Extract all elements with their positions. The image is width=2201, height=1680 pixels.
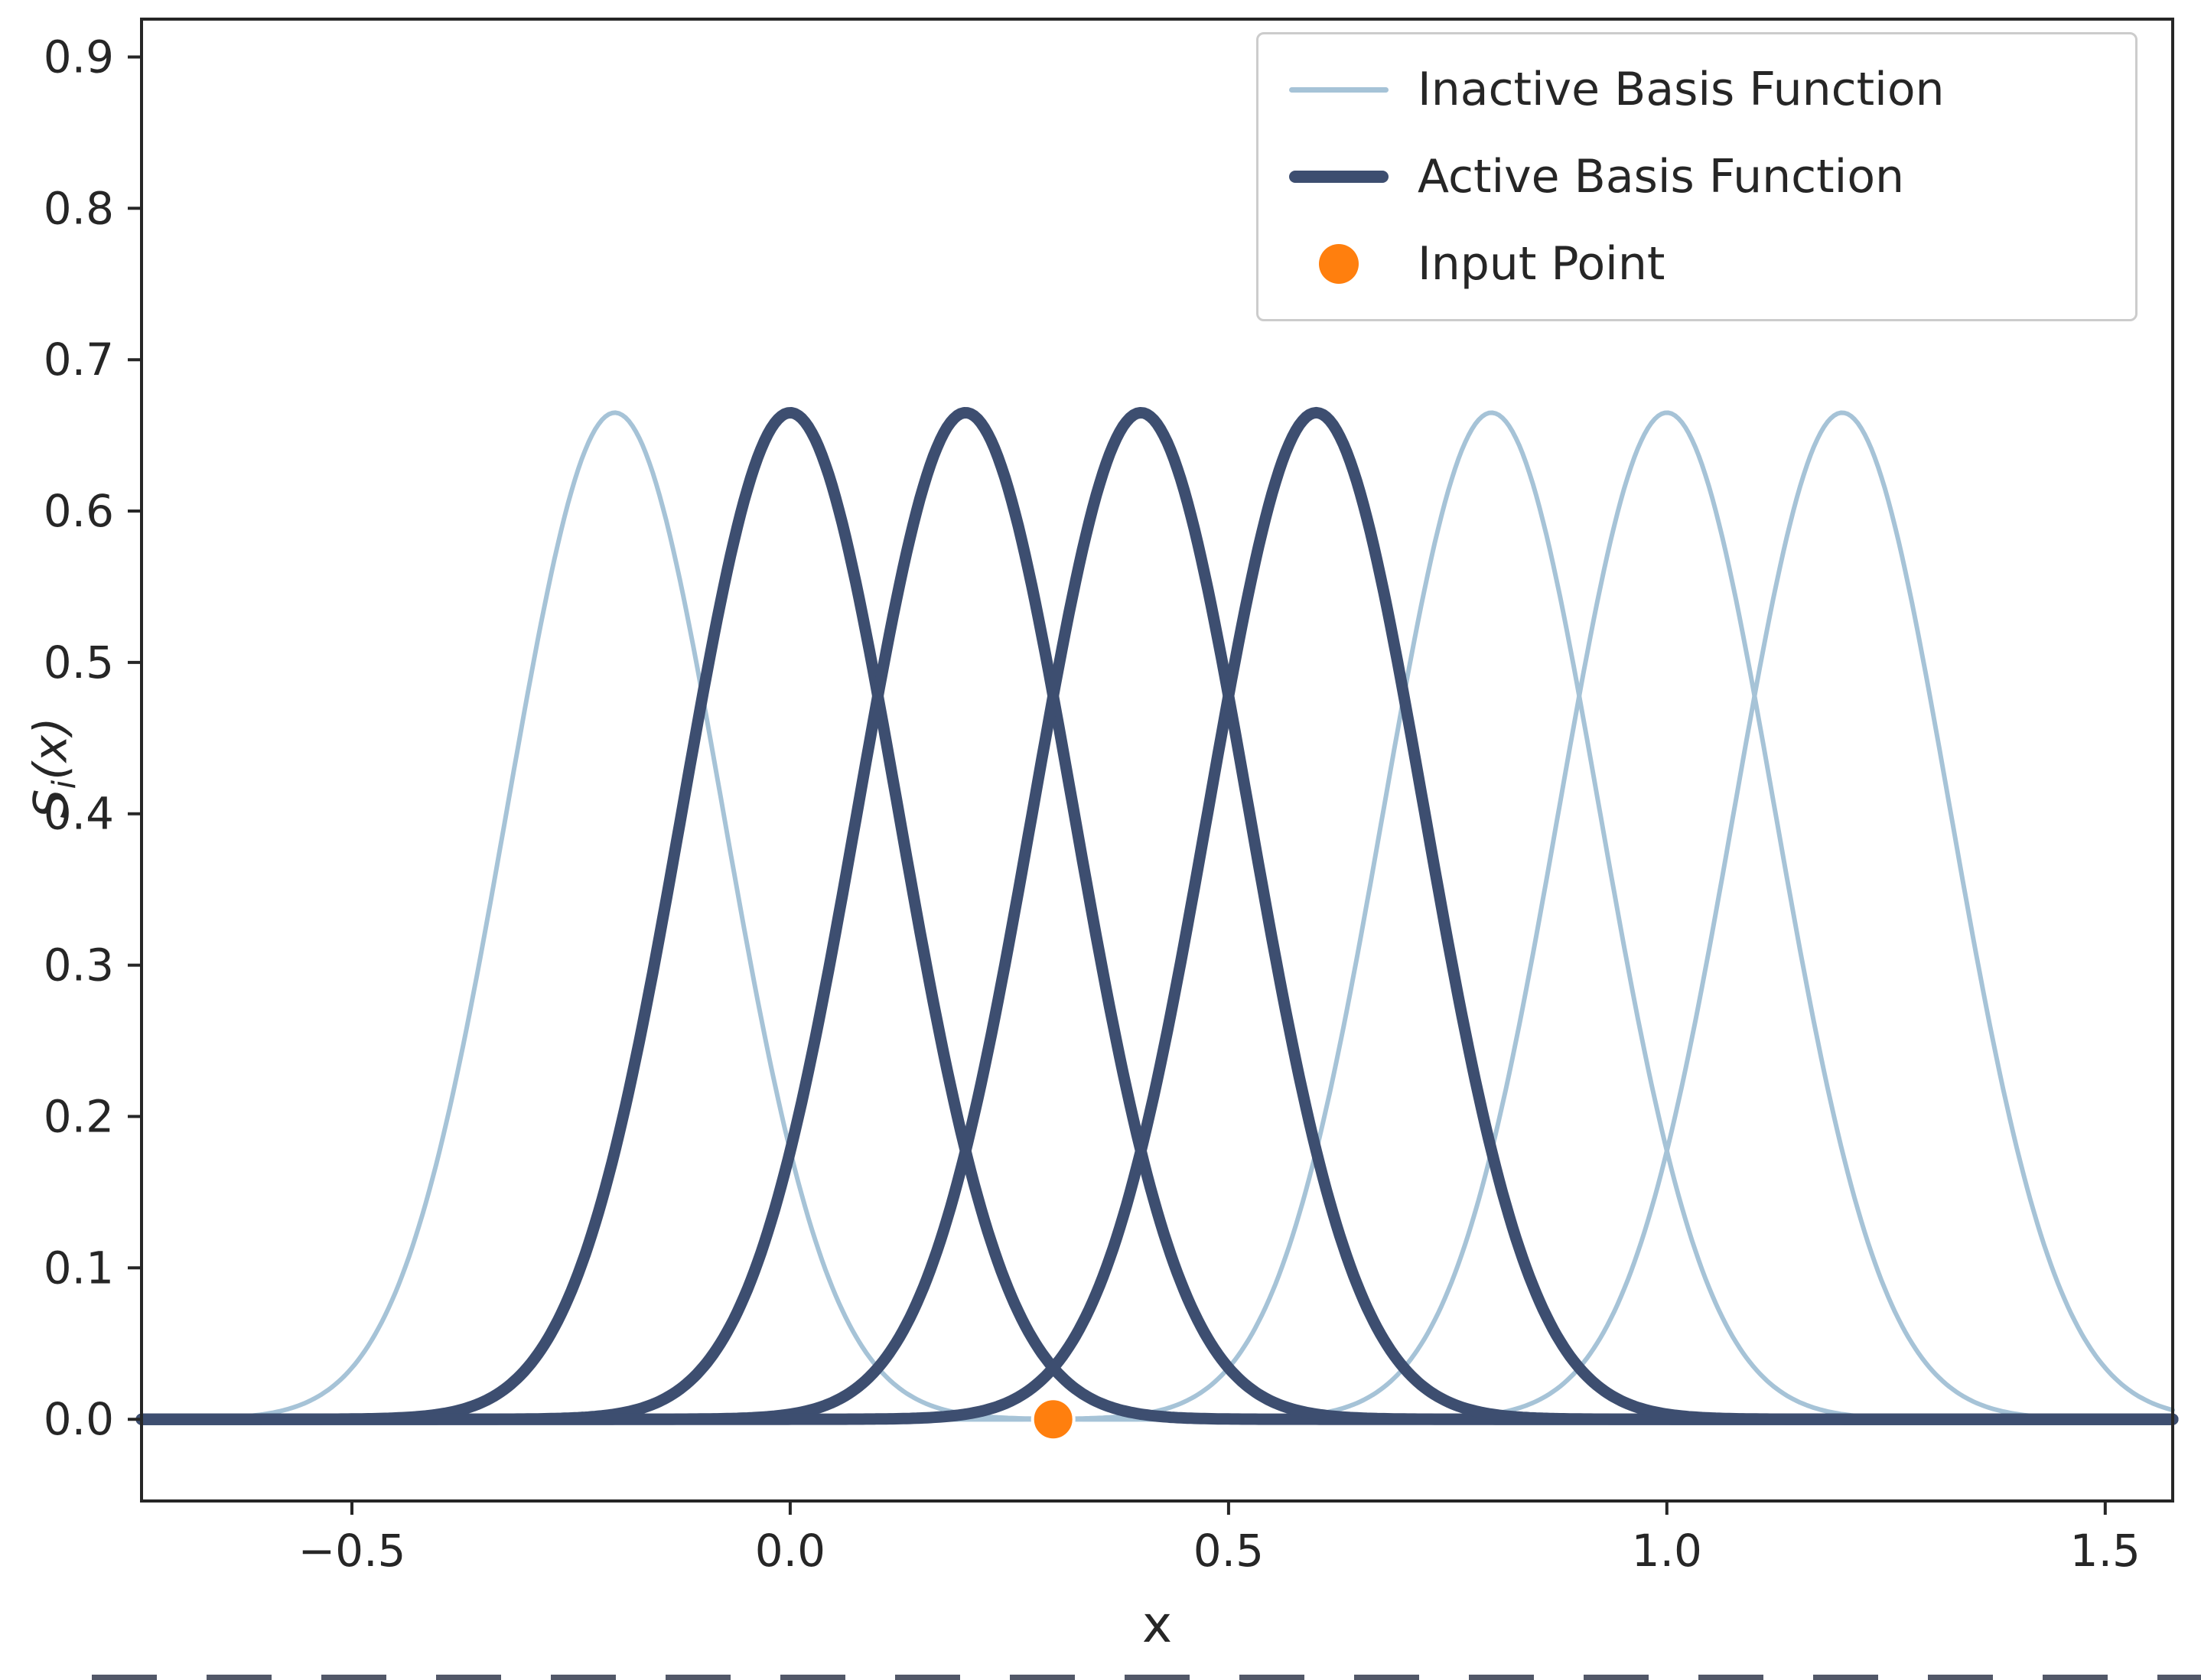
legend-entry-active: Active Basis Function (1289, 143, 2105, 210)
active-line-swatch-icon (1289, 171, 1389, 183)
x-tick-label: 1.5 (2070, 1525, 2141, 1577)
input-point-marker (1030, 1397, 1076, 1442)
cropped-content-edge (92, 1675, 2201, 1680)
y-axis-label-rest: (x) (24, 717, 78, 780)
legend-entry-input-point: Input Point (1289, 230, 2105, 298)
x-axis-label: x (1141, 1595, 1173, 1654)
inactive-basis-curve (139, 410, 2175, 1422)
y-tick-label: 0.3 (44, 939, 114, 991)
y-tick-label: 0.7 (44, 334, 114, 386)
inactive-basis-curve (139, 410, 2175, 1422)
active-basis-curve (135, 407, 2179, 1425)
inactive-line-swatch-icon (1289, 86, 1389, 93)
legend: Inactive Basis Function Active Basis Fun… (1256, 32, 2138, 321)
y-axis-label-sub: i (45, 780, 83, 790)
y-tick-label: 0.4 (44, 788, 114, 840)
y-tick-label: 0.2 (44, 1090, 114, 1142)
active-basis-curve (135, 406, 2179, 1425)
active-basis-curve (135, 407, 2179, 1425)
y-tick-label: 0.8 (44, 182, 114, 234)
y-tick-label: 0.9 (44, 31, 114, 83)
active-basis-curve (135, 407, 2179, 1425)
x-tick-label: 1.0 (1632, 1525, 1702, 1577)
legend-entry-inactive: Inactive Basis Function (1289, 56, 2105, 123)
legend-label: Inactive Basis Function (1418, 63, 1945, 116)
x-tick-label: −0.5 (298, 1525, 406, 1577)
input-point-swatch-icon (1319, 244, 1359, 284)
y-tick-label: 0.6 (44, 485, 114, 537)
y-tick-label: 0.0 (44, 1393, 114, 1445)
axes-spines (140, 18, 2174, 1503)
legend-label: Active Basis Function (1418, 150, 1905, 203)
x-tick-label: 0.5 (1193, 1525, 1264, 1577)
x-tick-label: 0.0 (755, 1525, 825, 1577)
y-tick-label: 0.1 (44, 1242, 114, 1294)
legend-label: Input Point (1418, 237, 1665, 291)
y-axis-label-main: S (24, 789, 78, 819)
y-tick-label: 0.5 (44, 637, 114, 689)
inactive-basis-curve (139, 410, 2175, 1422)
y-axis-label: Si(x) (24, 386, 83, 1151)
inactive-basis-curve (139, 410, 2175, 1422)
